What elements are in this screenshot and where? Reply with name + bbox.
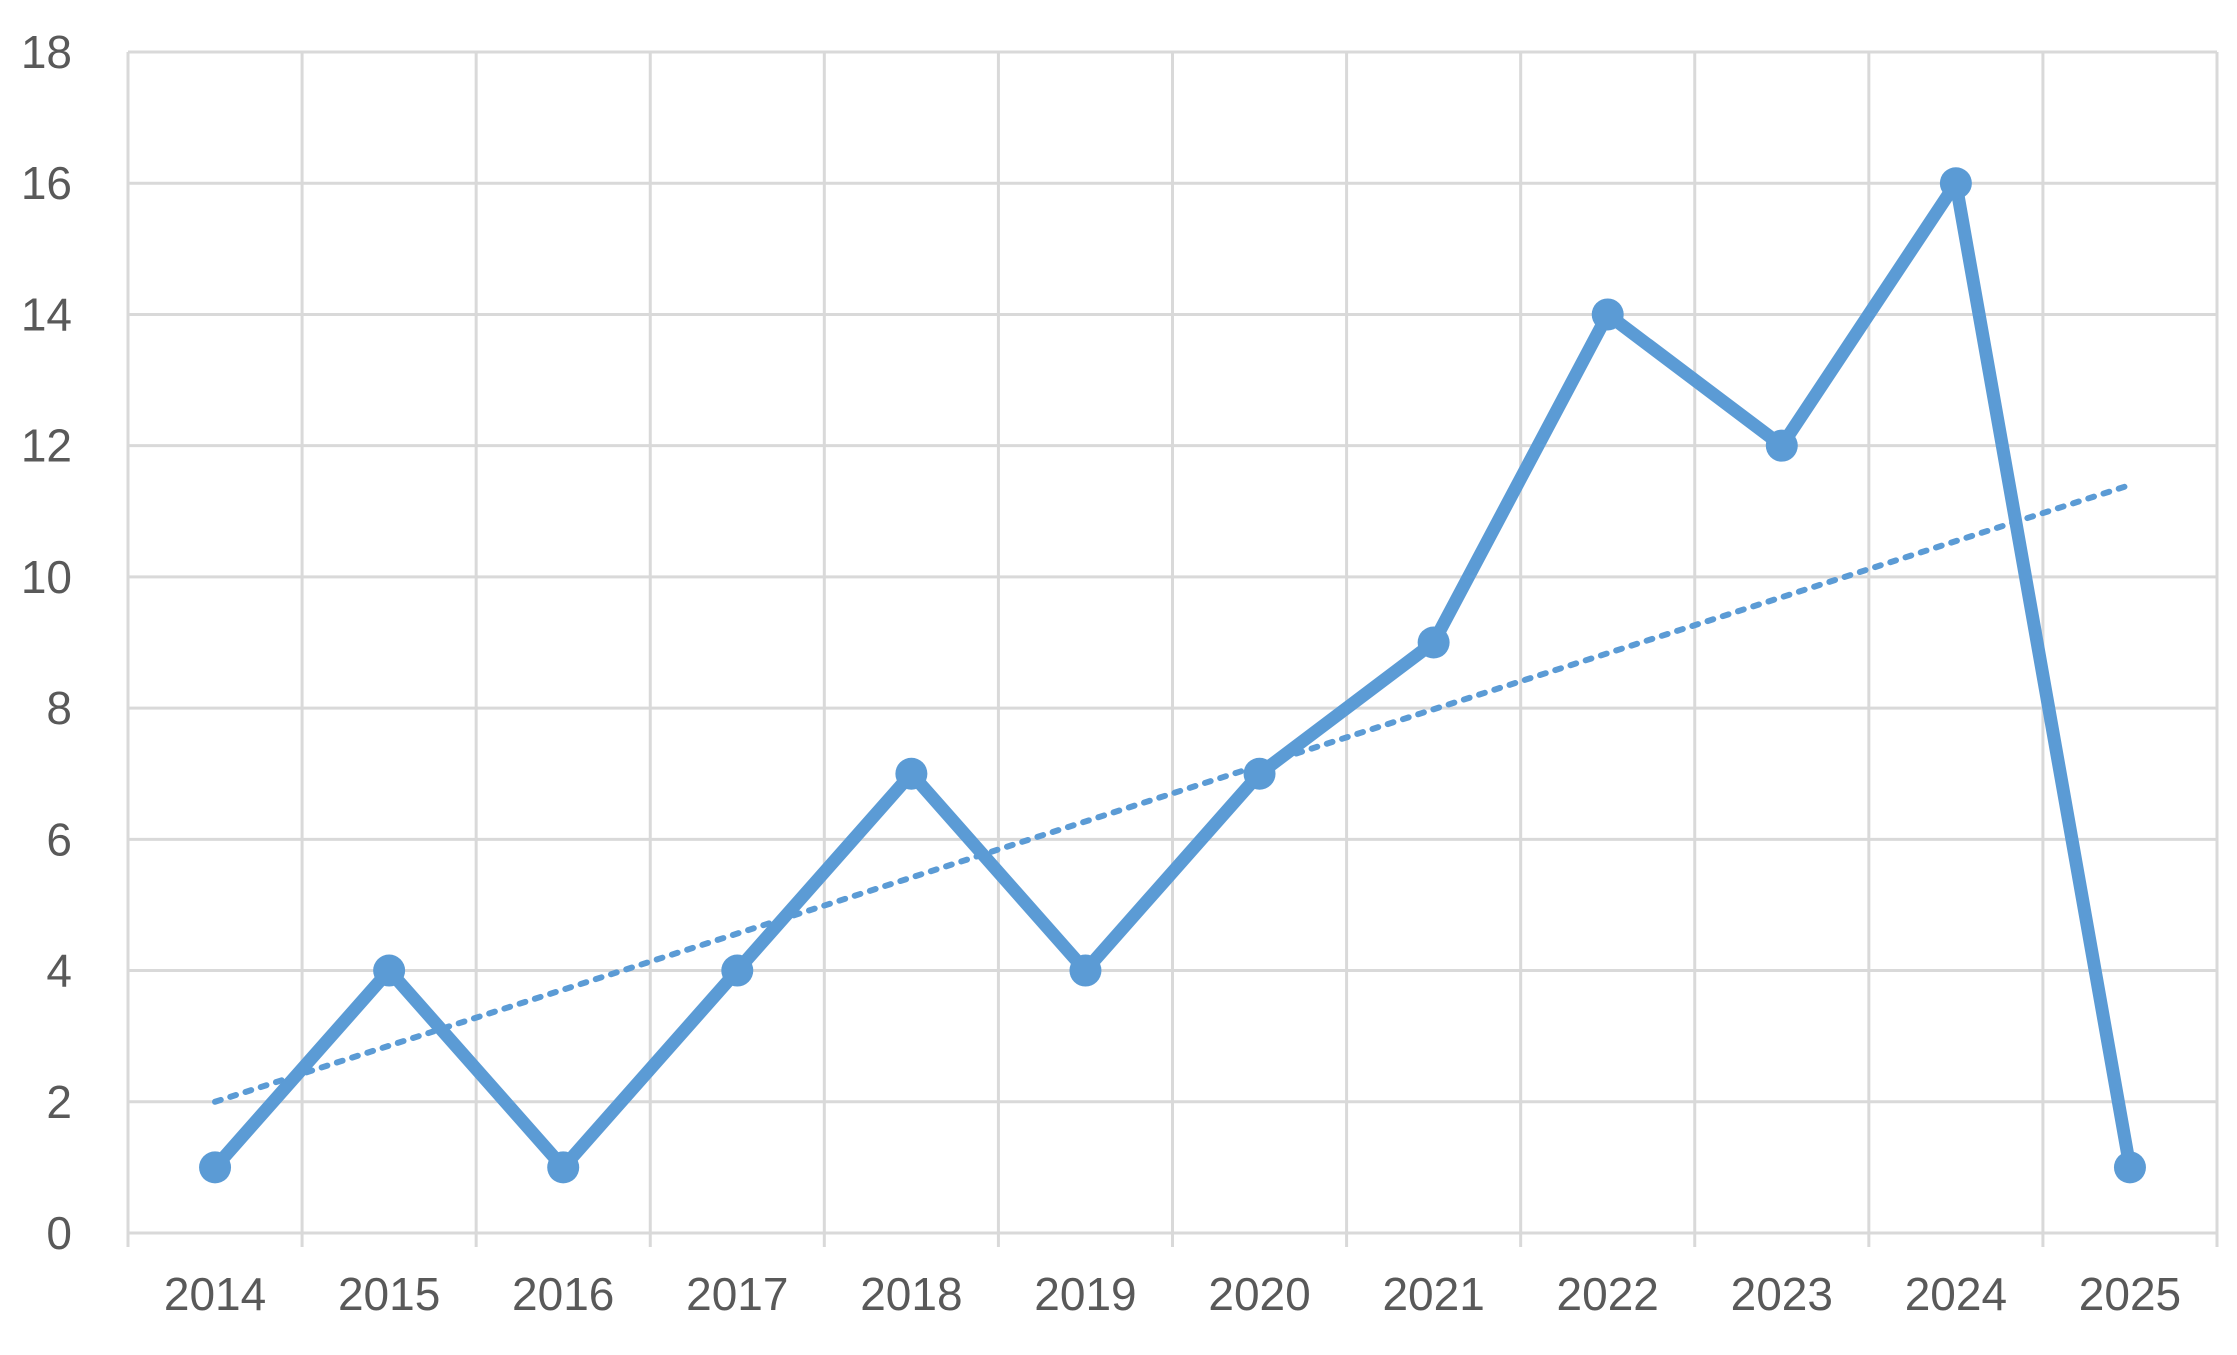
data-point [721, 954, 754, 987]
data-point [199, 1151, 232, 1184]
x-tick-label: 2022 [1557, 1268, 1659, 1320]
trendline [212, 482, 2133, 1105]
x-tick-label: 2015 [338, 1268, 440, 1320]
x-tick-label: 2017 [686, 1268, 788, 1320]
x-tick-label: 2024 [1905, 1268, 2007, 1320]
x-axis-tick-labels: 2014 2015 2016 2017 2018 2019 2020 2021 2022 2023… [164, 1268, 2181, 1320]
x-tick-label: 2018 [860, 1268, 962, 1320]
data-point [1243, 757, 1276, 790]
trendline-layer [212, 482, 2133, 1105]
data-point [547, 1151, 580, 1184]
data-point [373, 954, 406, 987]
y-tick-label: 6 [46, 813, 72, 865]
series-layer [199, 167, 2146, 1184]
y-tick-label: 8 [46, 682, 72, 734]
data-point [1765, 429, 1798, 462]
data-point [1591, 298, 1624, 331]
x-tick-label: 2020 [1208, 1268, 1310, 1320]
y-tick-label: 14 [21, 288, 72, 340]
y-tick-label: 4 [46, 945, 72, 997]
series-line-0 [208, 176, 2137, 1174]
x-tick-label: 2014 [164, 1268, 266, 1320]
x-tick-label: 2021 [1382, 1268, 1484, 1320]
data-point [1069, 954, 1102, 987]
y-tick-label: 18 [21, 26, 72, 78]
data-point [2113, 1151, 2146, 1184]
data-point [1939, 167, 1972, 200]
y-tick-label: 2 [46, 1076, 72, 1128]
x-tick-label: 2016 [512, 1268, 614, 1320]
data-point [1417, 626, 1450, 659]
y-tick-label: 10 [21, 551, 72, 603]
y-tick-label: 0 [46, 1207, 72, 1259]
y-axis-tick-labels: 0 2 4 6 8 10 12 14 16 18 [21, 26, 72, 1259]
y-tick-label: 12 [21, 420, 72, 472]
x-tick-label: 2019 [1034, 1268, 1136, 1320]
gridlines [126, 50, 2219, 1247]
y-tick-label: 16 [21, 157, 72, 209]
x-tick-label: 2023 [1731, 1268, 1833, 1320]
x-tick-label: 2025 [2079, 1268, 2181, 1320]
data-point [895, 757, 928, 790]
